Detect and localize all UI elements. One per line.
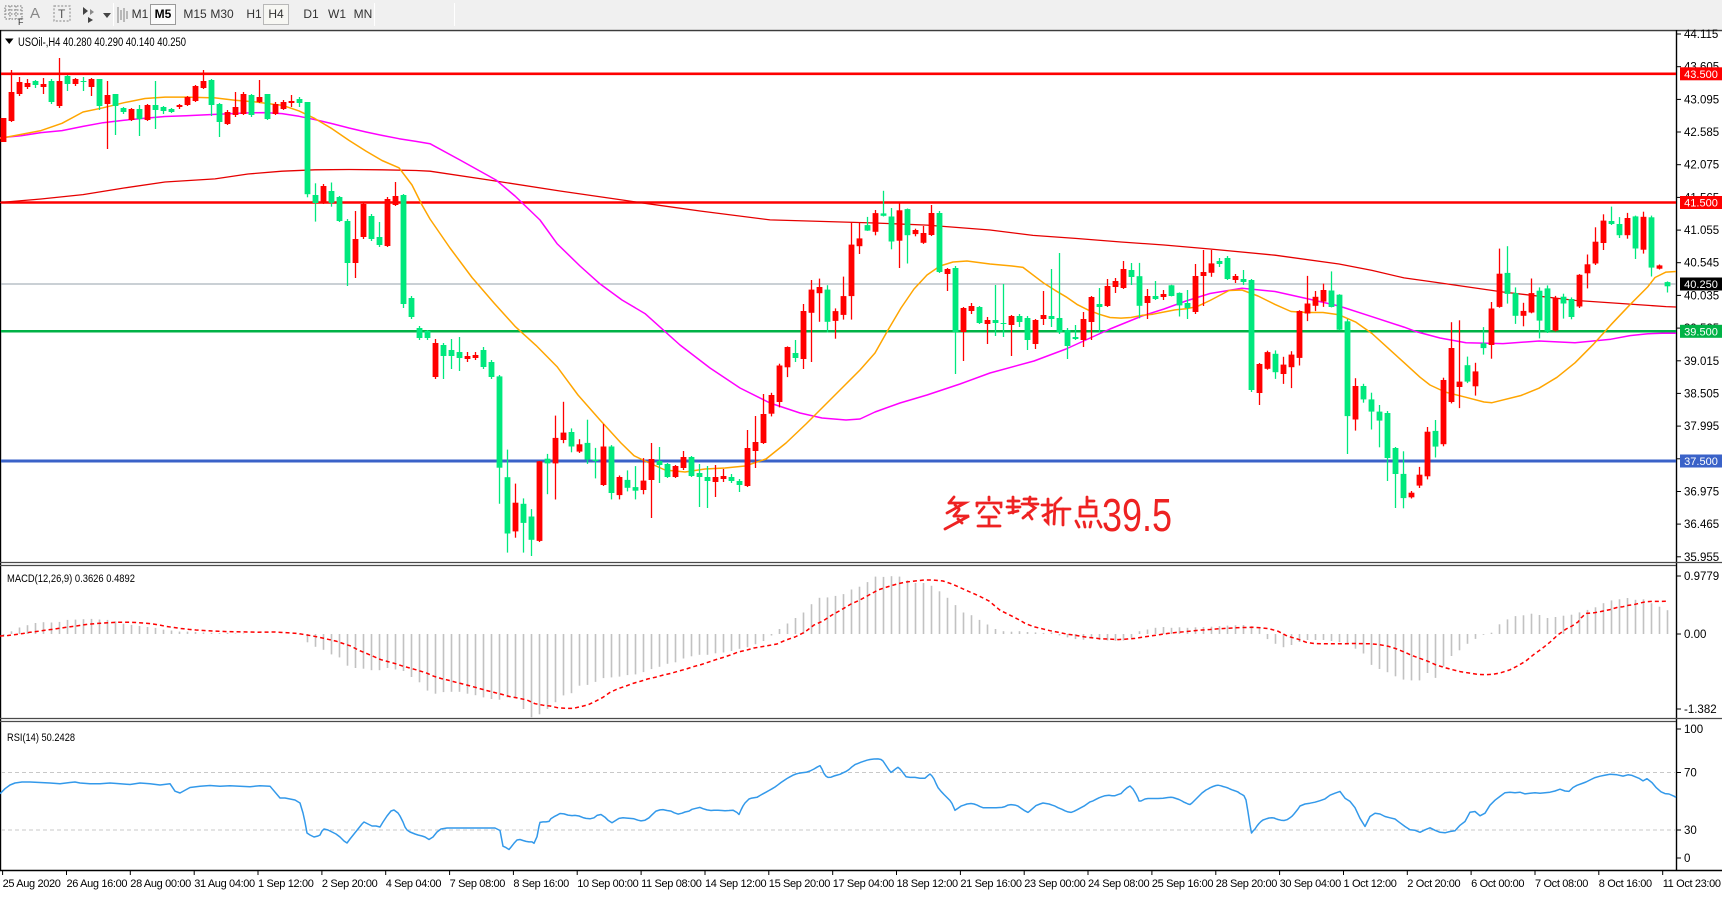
svg-text:35.955: 35.955 — [1684, 552, 1719, 564]
svg-text:36.465: 36.465 — [1684, 519, 1719, 531]
svg-text:10 Sep 00:00: 10 Sep 00:00 — [577, 878, 638, 890]
svg-text:39.5: 39.5 — [1102, 489, 1172, 541]
svg-text:36.975: 36.975 — [1684, 487, 1719, 499]
svg-text:31 Aug 04:00: 31 Aug 04:00 — [194, 878, 255, 890]
svg-text:4 Sep 04:00: 4 Sep 04:00 — [386, 878, 442, 890]
svg-text:8 Oct 16:00: 8 Oct 16:00 — [1599, 878, 1652, 890]
svg-text:2 Sep 20:00: 2 Sep 20:00 — [322, 878, 378, 890]
svg-text:100: 100 — [1684, 724, 1703, 736]
svg-text:40.250: 40.250 — [1684, 279, 1718, 291]
svg-text:8 Sep 16:00: 8 Sep 16:00 — [513, 878, 569, 890]
svg-text:40.035: 40.035 — [1684, 290, 1719, 302]
svg-text:43.095: 43.095 — [1684, 94, 1719, 106]
svg-text:44.115: 44.115 — [1684, 29, 1718, 41]
svg-text:43.500: 43.500 — [1684, 69, 1718, 81]
svg-text:37.995: 37.995 — [1684, 421, 1719, 433]
svg-text:T: T — [58, 7, 66, 21]
svg-text:25 Aug 2020: 25 Aug 2020 — [3, 878, 61, 890]
svg-text:6 Oct 00:00: 6 Oct 00:00 — [1471, 878, 1524, 890]
svg-text:15 Sep 20:00: 15 Sep 20:00 — [769, 878, 830, 890]
svg-text:28 Aug 00:00: 28 Aug 00:00 — [130, 878, 191, 890]
svg-text:11 Oct 23:00: 11 Oct 23:00 — [1663, 878, 1721, 890]
svg-text:25 Sep 16:00: 25 Sep 16:00 — [1152, 878, 1213, 890]
svg-text:0.00: 0.00 — [1684, 629, 1706, 641]
svg-text:MACD(12,26,9) 0.3626 0.4892: MACD(12,26,9) 0.3626 0.4892 — [7, 573, 135, 585]
svg-text:7 Sep 08:00: 7 Sep 08:00 — [450, 878, 506, 890]
svg-text:0: 0 — [1684, 853, 1690, 865]
svg-text:7 Oct 08:00: 7 Oct 08:00 — [1535, 878, 1588, 890]
svg-text:37.500: 37.500 — [1684, 456, 1718, 468]
svg-text:USOil-,H4 40.280 40.290 40.14: USOil-,H4 40.280 40.290 40.140 40.250 — [18, 37, 186, 49]
svg-text:23 Sep 00:00: 23 Sep 00:00 — [1024, 878, 1085, 890]
svg-text:RSI(14) 50.2428: RSI(14) 50.2428 — [7, 732, 75, 744]
svg-text:30 Sep 04:00: 30 Sep 04:00 — [1280, 878, 1341, 890]
svg-text:70: 70 — [1684, 768, 1697, 780]
svg-text:14 Sep 12:00: 14 Sep 12:00 — [705, 878, 766, 890]
svg-text:17 Sep 04:00: 17 Sep 04:00 — [833, 878, 894, 890]
svg-text:F: F — [18, 17, 24, 27]
svg-text:41.055: 41.055 — [1684, 225, 1719, 237]
svg-text:42.075: 42.075 — [1684, 160, 1719, 172]
svg-text:18 Sep 12:00: 18 Sep 12:00 — [897, 878, 958, 890]
svg-text:41.500: 41.500 — [1684, 198, 1718, 210]
svg-text:30: 30 — [1684, 825, 1697, 837]
svg-text:11 Sep 08:00: 11 Sep 08:00 — [641, 878, 702, 890]
svg-text:1 Oct 12:00: 1 Oct 12:00 — [1344, 878, 1397, 890]
svg-text:39.015: 39.015 — [1684, 356, 1719, 368]
svg-text:-1.382: -1.382 — [1684, 704, 1717, 716]
svg-text:38.505: 38.505 — [1684, 388, 1719, 400]
svg-text:40.545: 40.545 — [1684, 258, 1719, 270]
svg-text:2 Oct 20:00: 2 Oct 20:00 — [1407, 878, 1460, 890]
svg-text:39.500: 39.500 — [1684, 326, 1718, 338]
svg-text:1 Sep 12:00: 1 Sep 12:00 — [258, 878, 314, 890]
svg-text:26 Aug 16:00: 26 Aug 16:00 — [67, 878, 128, 890]
svg-text:24 Sep 08:00: 24 Sep 08:00 — [1088, 878, 1149, 890]
svg-text:21 Sep 16:00: 21 Sep 16:00 — [960, 878, 1021, 890]
svg-text:42.585: 42.585 — [1684, 127, 1719, 139]
svg-text:28 Sep 20:00: 28 Sep 20:00 — [1216, 878, 1277, 890]
svg-text:0.9779: 0.9779 — [1684, 571, 1719, 583]
